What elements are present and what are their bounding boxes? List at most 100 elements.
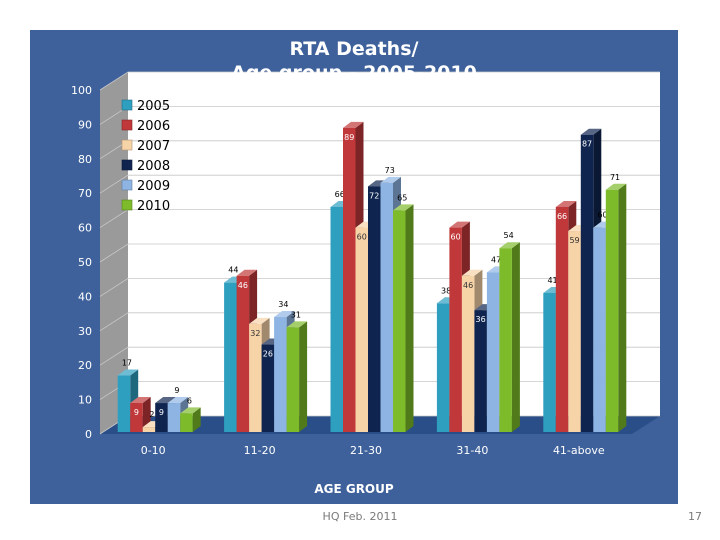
y-tick-label: 70 — [78, 187, 92, 200]
chart-title-line-1: RTA Deaths/ — [289, 38, 419, 60]
bar-top — [117, 369, 139, 376]
bar — [330, 206, 343, 432]
x-tick-label: 41-above — [553, 444, 605, 457]
legend-label: 2005 — [137, 99, 170, 114]
bar-top — [380, 176, 401, 183]
bar-top — [461, 269, 483, 276]
data-label: 73 — [385, 166, 395, 175]
bar — [393, 210, 406, 432]
data-label: 65 — [397, 193, 407, 202]
bar — [580, 134, 594, 432]
y-tick-label: 100 — [71, 84, 92, 97]
data-label: 87 — [582, 140, 592, 149]
data-label: 66 — [557, 212, 567, 221]
bar-top — [274, 311, 295, 318]
bar-top — [130, 397, 151, 404]
bar — [449, 227, 462, 432]
legend-swatch — [121, 159, 133, 171]
legend-swatch — [121, 99, 133, 111]
bar — [380, 182, 393, 432]
bar-side — [618, 183, 627, 432]
bar — [142, 427, 156, 432]
bar-side — [511, 242, 520, 432]
data-label: 89 — [344, 133, 354, 142]
bar-side — [405, 204, 414, 432]
legend-label: 2008 — [137, 159, 170, 174]
y-tick-label: 50 — [78, 256, 92, 269]
bar — [261, 344, 275, 432]
bar — [355, 227, 368, 432]
bar — [568, 231, 581, 432]
y-tick-label: 80 — [78, 153, 92, 166]
slide-footer: HQ Feb. 2011 — [322, 510, 398, 523]
bar-top — [555, 200, 577, 207]
legend-label: 2010 — [137, 199, 170, 214]
bar — [274, 317, 287, 432]
bar — [236, 275, 250, 432]
y-tick-label: 0 — [85, 428, 92, 441]
y-tick-label: 60 — [78, 222, 92, 235]
bar — [343, 127, 356, 432]
data-label: 60 — [451, 233, 461, 242]
chart-title-line-2: Age group - 2005-2010 — [231, 62, 477, 84]
y-tick-label: 40 — [78, 290, 92, 303]
y-tick-label: 10 — [78, 394, 92, 407]
data-label: 66 — [335, 190, 345, 199]
gridline — [99, 71, 660, 91]
bar — [593, 227, 606, 432]
data-label: 34 — [278, 300, 288, 309]
bar — [180, 413, 193, 432]
data-label: 60 — [597, 211, 607, 220]
bar-side — [192, 407, 201, 432]
gridline — [99, 277, 660, 297]
data-label: 38 — [441, 286, 451, 295]
gridline — [99, 174, 660, 194]
bar-top — [249, 317, 270, 324]
page-number: 17 — [688, 510, 702, 523]
x-tick-label: 0-10 — [141, 444, 166, 457]
y-tick-label: 90 — [78, 118, 92, 131]
y-tick-label: 30 — [78, 325, 92, 338]
bar-side — [299, 321, 308, 432]
data-label: 31 — [291, 310, 301, 319]
bar-top — [499, 242, 520, 249]
legend-swatch — [121, 139, 133, 151]
bar-top — [393, 204, 414, 211]
bar — [130, 403, 143, 432]
bar-top — [449, 221, 470, 228]
bar — [286, 327, 300, 432]
chart-panel: 0 10 20 30 40 50 60 70 80 90 100 17 9 2 9 9 6 0-10 44 46 32 2… — [30, 30, 678, 504]
x-tick-label: 11-20 — [244, 444, 276, 457]
data-label: 46 — [238, 281, 248, 290]
data-label: 26 — [263, 350, 273, 359]
legend-swatch — [121, 179, 133, 191]
bar — [555, 206, 569, 432]
bar — [543, 292, 556, 432]
x-axis-label: AGE GROUP — [314, 482, 394, 496]
data-label: 9 — [134, 408, 139, 417]
bar-top — [286, 321, 308, 328]
data-label: 17 — [122, 359, 132, 368]
data-label: 72 — [369, 191, 379, 200]
bar — [224, 282, 237, 432]
bar-top — [343, 121, 364, 128]
data-label: 6 — [187, 396, 192, 405]
bar-top — [167, 397, 189, 404]
bar — [499, 248, 512, 432]
bar-top — [580, 128, 602, 135]
bar-top — [236, 269, 258, 276]
legend-label: 2006 — [137, 119, 170, 134]
data-label: 59 — [569, 236, 579, 245]
data-label: 9 — [174, 386, 179, 395]
data-label: 32 — [250, 329, 260, 338]
data-label: 46 — [463, 281, 473, 290]
y-tick-label: 20 — [78, 359, 92, 372]
data-label: 9 — [159, 408, 164, 417]
data-label: 2 — [149, 410, 154, 419]
bar — [167, 403, 181, 432]
bar — [155, 403, 168, 432]
legend-swatch — [121, 119, 133, 131]
bar-top — [180, 407, 201, 414]
x-tick-label: 21-30 — [350, 444, 382, 457]
